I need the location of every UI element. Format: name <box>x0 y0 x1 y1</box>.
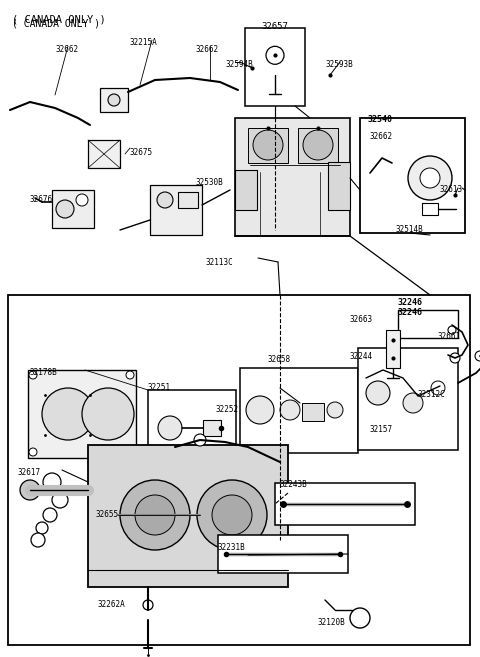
Text: 32246: 32246 <box>398 298 423 307</box>
Circle shape <box>212 495 252 535</box>
Text: ( CANADA ONLY ): ( CANADA ONLY ) <box>12 18 100 28</box>
Circle shape <box>36 522 48 534</box>
Circle shape <box>158 416 182 440</box>
Bar <box>150 185 202 235</box>
Circle shape <box>246 396 274 424</box>
Bar <box>386 330 400 368</box>
Bar <box>52 190 94 228</box>
Circle shape <box>82 388 134 440</box>
Bar <box>28 370 136 458</box>
Circle shape <box>366 381 390 405</box>
Circle shape <box>126 371 134 379</box>
Circle shape <box>143 600 153 610</box>
Circle shape <box>280 400 300 420</box>
Circle shape <box>43 508 57 522</box>
Circle shape <box>194 434 206 446</box>
Circle shape <box>431 381 445 395</box>
Circle shape <box>420 168 440 188</box>
Circle shape <box>20 480 40 500</box>
Bar <box>358 348 458 450</box>
Text: 32658: 32658 <box>268 355 291 364</box>
Bar <box>100 88 128 112</box>
Text: 32540: 32540 <box>368 115 393 124</box>
Circle shape <box>120 480 190 550</box>
Circle shape <box>327 402 343 418</box>
Bar <box>178 192 198 208</box>
Bar <box>360 118 465 233</box>
Bar <box>302 403 324 421</box>
Circle shape <box>76 194 88 206</box>
Bar <box>245 28 305 106</box>
Text: 32593B: 32593B <box>325 60 353 69</box>
Bar <box>235 170 257 210</box>
Circle shape <box>450 353 460 363</box>
Text: 32243B: 32243B <box>280 480 308 489</box>
Circle shape <box>253 130 283 160</box>
Bar <box>203 420 221 436</box>
Circle shape <box>448 326 456 334</box>
Text: 32662: 32662 <box>55 45 78 54</box>
Circle shape <box>135 495 175 535</box>
Text: 32215A: 32215A <box>130 38 158 47</box>
Bar <box>88 140 120 168</box>
Bar <box>148 390 236 462</box>
Text: 32157: 32157 <box>370 425 393 434</box>
Text: 32662: 32662 <box>370 132 393 141</box>
Text: 32676: 32676 <box>30 195 53 204</box>
Circle shape <box>408 156 452 200</box>
Bar <box>275 483 415 525</box>
Circle shape <box>266 46 284 64</box>
Text: 32113C: 32113C <box>205 258 233 267</box>
Circle shape <box>108 94 120 106</box>
Text: 32262A: 32262A <box>98 600 126 609</box>
Text: ( CANADA ONLY ): ( CANADA ONLY ) <box>12 15 106 25</box>
Circle shape <box>350 608 370 628</box>
Text: 32675: 32675 <box>130 148 153 157</box>
Circle shape <box>42 388 94 440</box>
Text: 32312C: 32312C <box>418 390 446 399</box>
Text: 32661: 32661 <box>438 332 461 341</box>
Text: 32231B: 32231B <box>218 543 246 552</box>
Circle shape <box>56 200 74 218</box>
Text: 32663: 32663 <box>350 315 373 324</box>
Bar <box>422 203 438 215</box>
Text: 32530B: 32530B <box>195 178 223 187</box>
Circle shape <box>475 351 480 361</box>
Circle shape <box>29 448 37 456</box>
Bar <box>398 310 458 338</box>
Bar <box>235 118 350 236</box>
Text: 32246: 32246 <box>398 308 423 317</box>
Circle shape <box>157 192 173 208</box>
Circle shape <box>43 473 61 491</box>
Text: 32613: 32613 <box>440 185 463 194</box>
Text: 32657: 32657 <box>262 22 288 31</box>
Circle shape <box>126 448 134 456</box>
Text: 32178B: 32178B <box>30 368 58 377</box>
Text: 32251: 32251 <box>148 383 171 392</box>
Text: 32514B: 32514B <box>395 225 423 234</box>
Text: 32662: 32662 <box>195 45 218 54</box>
Text: 32244: 32244 <box>350 352 373 361</box>
Circle shape <box>197 480 267 550</box>
Text: 32655: 32655 <box>95 510 118 519</box>
Bar <box>218 535 348 573</box>
Text: 32594B: 32594B <box>225 60 253 69</box>
Circle shape <box>52 492 68 508</box>
Circle shape <box>303 130 333 160</box>
Circle shape <box>403 393 423 413</box>
Text: 32617: 32617 <box>18 468 41 477</box>
Bar <box>248 128 288 163</box>
Text: 32120B: 32120B <box>318 618 346 627</box>
Bar <box>88 445 288 587</box>
Bar <box>298 128 338 163</box>
Bar <box>8 295 470 645</box>
Bar <box>240 368 358 453</box>
Circle shape <box>29 371 37 379</box>
Circle shape <box>31 533 45 547</box>
Bar <box>328 162 350 210</box>
Text: 32252: 32252 <box>215 405 238 414</box>
